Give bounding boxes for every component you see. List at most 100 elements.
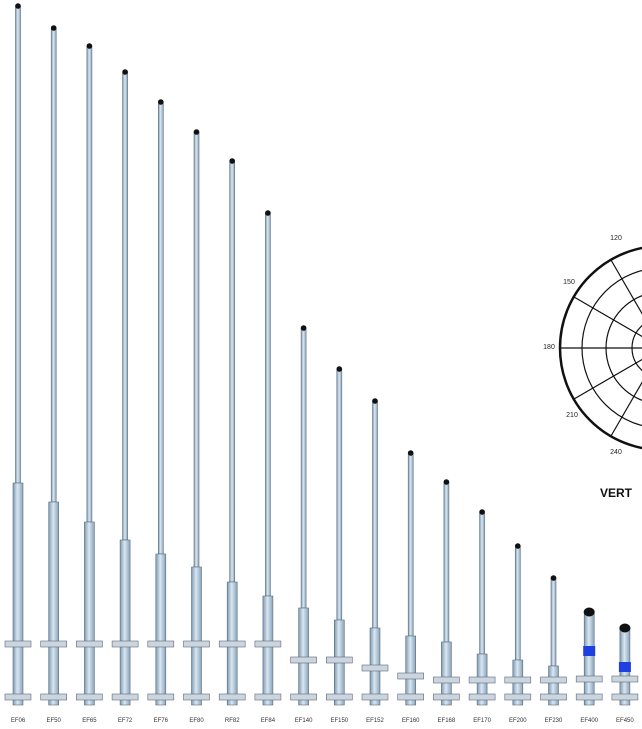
antenna-tip — [550, 575, 557, 581]
mount-bracket — [76, 640, 103, 648]
mount-bracket — [468, 693, 496, 701]
mount-bracket — [325, 656, 353, 664]
antenna-label: EF200 — [509, 718, 527, 724]
antenna — [361, 398, 389, 706]
antenna-label: EF80 — [189, 718, 204, 724]
antenna-mast — [50, 27, 57, 503]
antenna-label: EF170 — [473, 718, 491, 724]
antenna-tip — [479, 509, 485, 515]
antenna — [468, 509, 496, 706]
antenna-base — [84, 521, 95, 706]
mount-bracket — [611, 675, 639, 683]
antenna-label: EF76 — [154, 718, 169, 724]
antenna-base — [583, 611, 595, 706]
antenna-cap — [583, 607, 595, 617]
antenna — [504, 543, 532, 706]
mount-bracket — [218, 640, 246, 648]
antenna-band — [583, 646, 596, 656]
mount-bracket — [147, 640, 175, 648]
polar-spokes — [560, 259, 642, 437]
antenna-label: EF06 — [11, 718, 26, 724]
antenna-label: EF72 — [118, 718, 133, 724]
antenna-mast — [300, 327, 307, 609]
antenna — [111, 69, 139, 706]
antenna-label: EF230 — [545, 718, 563, 724]
mount-bracket — [76, 693, 103, 701]
mount-bracket — [111, 693, 139, 701]
mount-bracket — [468, 676, 496, 684]
antenna-base — [12, 482, 24, 706]
antenna-tip — [265, 210, 271, 216]
mount-bracket — [504, 676, 532, 684]
antenna-label: EF84 — [261, 718, 276, 724]
antenna-cap — [619, 623, 631, 633]
antenna-label: EF65 — [82, 718, 97, 724]
antenna-base — [298, 607, 309, 706]
mount-bracket — [254, 640, 282, 648]
mount-bracket — [433, 693, 460, 701]
antenna — [540, 575, 567, 706]
antenna-label: RF82 — [225, 718, 240, 724]
antenna-base — [262, 595, 274, 706]
antenna-mast — [336, 368, 343, 621]
antenna-mast — [122, 71, 128, 541]
mount-bracket — [575, 693, 603, 701]
mount-bracket — [111, 640, 139, 648]
antenna — [290, 325, 317, 706]
antenna-base — [441, 641, 452, 706]
antenna-label: EF150 — [330, 718, 348, 724]
antenna — [40, 25, 68, 706]
antenna-mast — [86, 45, 93, 523]
mount-bracket — [40, 640, 68, 648]
antenna — [147, 99, 175, 706]
antenna-label: EF450 — [616, 718, 634, 724]
mount-bracket — [433, 676, 460, 684]
mount-bracket — [540, 676, 567, 684]
mount-bracket — [183, 640, 210, 648]
antenna-tip — [515, 543, 521, 549]
mount-bracket — [290, 693, 317, 701]
antenna — [218, 158, 246, 706]
antenna-base — [48, 501, 60, 706]
mount-bracket — [611, 693, 639, 701]
antenna-tip — [86, 43, 93, 49]
antenna-base — [155, 553, 167, 706]
antenna-mast — [443, 481, 450, 643]
mount-bracket — [540, 693, 567, 701]
antenna-mast — [407, 452, 414, 637]
antenna-mast — [479, 511, 485, 655]
antenna-mast — [372, 400, 378, 629]
antenna-label: EF400 — [580, 718, 598, 724]
mount-bracket — [4, 640, 32, 648]
antenna-label: EF168 — [438, 718, 456, 724]
polar-plot: 120 150 180 210 240 — [543, 235, 642, 456]
antenna-mast — [550, 577, 557, 667]
antenna-tip — [229, 158, 235, 164]
mount-bracket — [254, 693, 282, 701]
antenna-tip — [407, 450, 414, 456]
antenna-tip — [300, 325, 307, 331]
antenna-label: EF152 — [366, 718, 384, 724]
antenna-tip — [443, 479, 450, 485]
polar-angle-label: 150 — [563, 279, 575, 286]
antenna-label: EF140 — [295, 718, 313, 724]
antenna-label: EF50 — [47, 718, 62, 724]
mount-bracket — [575, 675, 603, 683]
antenna-base — [405, 635, 417, 706]
mount-bracket — [397, 693, 425, 701]
mount-bracket — [325, 693, 353, 701]
antenna — [433, 479, 460, 706]
antenna-mast — [158, 101, 164, 555]
mount-bracket — [40, 693, 68, 701]
mount-bracket — [290, 656, 317, 664]
antenna-base — [191, 566, 202, 706]
antenna — [4, 3, 32, 706]
antenna-mast — [229, 160, 235, 583]
antenna-tip — [122, 69, 128, 75]
antenna-band — [618, 662, 631, 672]
mount-bracket — [147, 693, 175, 701]
antenna — [76, 43, 103, 706]
antenna — [397, 450, 425, 706]
antenna-tip — [50, 25, 57, 31]
